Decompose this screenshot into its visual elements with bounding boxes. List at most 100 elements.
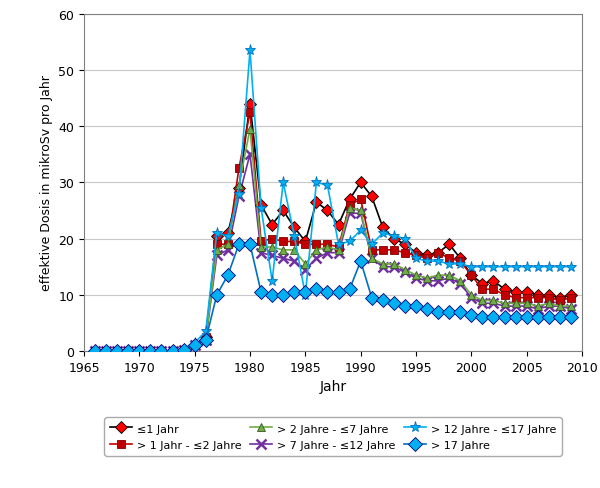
> 1 Jahr - ≤2 Jahre [302, 242, 309, 248]
> 17 Jahre [468, 312, 475, 318]
> 12 Jahre - ≤17 Jahre [191, 340, 198, 346]
> 7 Jahre - ≤12 Jahre [235, 194, 242, 200]
> 1 Jahr - ≤2 Jahre [235, 166, 242, 172]
> 12 Jahre - ≤17 Jahre [390, 233, 397, 239]
> 2 Jahre - ≤7 Jahre [213, 247, 220, 253]
> 7 Jahre - ≤12 Jahre [446, 275, 453, 281]
≤1 Jahr [545, 292, 553, 298]
> 17 Jahre [424, 306, 431, 312]
> 2 Jahre - ≤7 Jahre [202, 337, 209, 343]
> 1 Jahr - ≤2 Jahre [313, 242, 320, 248]
≤1 Jahr [556, 295, 563, 301]
> 7 Jahre - ≤12 Jahre [91, 348, 98, 354]
> 12 Jahre - ≤17 Jahre [523, 264, 530, 270]
≤1 Jahr [424, 253, 431, 259]
≤1 Jahr [434, 250, 442, 256]
> 1 Jahr - ≤2 Jahre [424, 256, 431, 262]
> 7 Jahre - ≤12 Jahre [247, 152, 254, 158]
> 17 Jahre [91, 348, 98, 354]
> 17 Jahre [147, 348, 154, 354]
Line: > 17 Jahre: > 17 Jahre [90, 240, 576, 356]
≤1 Jahr [501, 287, 508, 293]
> 1 Jahr - ≤2 Jahre [125, 348, 132, 354]
> 2 Jahre - ≤7 Jahre [302, 262, 309, 267]
≤1 Jahr [490, 278, 497, 284]
> 1 Jahr - ≤2 Jahre [545, 295, 553, 301]
> 1 Jahr - ≤2 Jahre [501, 292, 508, 298]
> 7 Jahre - ≤12 Jahre [434, 278, 442, 284]
> 1 Jahr - ≤2 Jahre [556, 298, 563, 304]
> 7 Jahre - ≤12 Jahre [401, 270, 409, 276]
> 12 Jahre - ≤17 Jahre [434, 259, 442, 264]
Line: ≤1 Jahr: ≤1 Jahr [91, 100, 575, 356]
> 12 Jahre - ≤17 Jahre [313, 180, 320, 186]
> 2 Jahre - ≤7 Jahre [412, 273, 419, 279]
> 17 Jahre [202, 337, 209, 343]
> 1 Jahr - ≤2 Jahre [213, 242, 220, 248]
> 7 Jahre - ≤12 Jahre [390, 264, 397, 270]
> 17 Jahre [379, 298, 386, 304]
> 17 Jahre [412, 304, 419, 309]
≤1 Jahr [324, 208, 331, 214]
> 12 Jahre - ≤17 Jahre [147, 348, 154, 354]
≤1 Jahr [103, 348, 110, 354]
> 17 Jahre [313, 287, 320, 293]
> 1 Jahr - ≤2 Jahre [324, 242, 331, 248]
> 17 Jahre [545, 315, 553, 321]
> 17 Jahre [490, 315, 497, 321]
> 2 Jahre - ≤7 Jahre [545, 301, 553, 306]
> 1 Jahr - ≤2 Jahre [224, 242, 232, 248]
> 7 Jahre - ≤12 Jahre [379, 264, 386, 270]
> 2 Jahre - ≤7 Jahre [313, 247, 320, 253]
> 17 Jahre [169, 348, 176, 354]
> 2 Jahre - ≤7 Jahre [523, 301, 530, 306]
> 17 Jahre [512, 315, 519, 321]
> 12 Jahre - ≤17 Jahre [379, 231, 386, 237]
> 12 Jahre - ≤17 Jahre [490, 264, 497, 270]
> 2 Jahre - ≤7 Jahre [490, 298, 497, 304]
> 12 Jahre - ≤17 Jahre [235, 191, 242, 197]
≤1 Jahr [280, 208, 287, 214]
> 2 Jahre - ≤7 Jahre [169, 348, 176, 354]
> 2 Jahre - ≤7 Jahre [224, 242, 232, 248]
> 12 Jahre - ≤17 Jahre [247, 48, 254, 54]
> 7 Jahre - ≤12 Jahre [280, 256, 287, 262]
> 7 Jahre - ≤12 Jahre [457, 281, 464, 287]
> 12 Jahre - ≤17 Jahre [545, 264, 553, 270]
≤1 Jahr [125, 348, 132, 354]
> 1 Jahr - ≤2 Jahre [247, 110, 254, 116]
≤1 Jahr [180, 347, 187, 353]
> 7 Jahre - ≤12 Jahre [290, 259, 298, 264]
> 2 Jahre - ≤7 Jahre [147, 348, 154, 354]
> 17 Jahre [501, 315, 508, 321]
> 12 Jahre - ≤17 Jahre [125, 348, 132, 354]
> 2 Jahre - ≤7 Jahre [501, 301, 508, 306]
> 12 Jahre - ≤17 Jahre [468, 264, 475, 270]
> 17 Jahre [125, 348, 132, 354]
> 1 Jahr - ≤2 Jahre [158, 348, 165, 354]
> 2 Jahre - ≤7 Jahre [424, 275, 431, 281]
> 7 Jahre - ≤12 Jahre [523, 304, 530, 309]
≤1 Jahr [269, 222, 276, 228]
≤1 Jahr [446, 242, 453, 248]
> 2 Jahre - ≤7 Jahre [457, 278, 464, 284]
> 7 Jahre - ≤12 Jahre [412, 275, 419, 281]
> 1 Jahr - ≤2 Jahre [136, 348, 143, 354]
> 12 Jahre - ≤17 Jahre [512, 264, 519, 270]
> 7 Jahre - ≤12 Jahre [158, 348, 165, 354]
> 12 Jahre - ≤17 Jahre [357, 228, 364, 234]
≤1 Jahr [468, 273, 475, 279]
> 12 Jahre - ≤17 Jahre [158, 348, 165, 354]
> 17 Jahre [113, 348, 121, 354]
> 12 Jahre - ≤17 Jahre [346, 239, 353, 245]
≤1 Jahr [158, 348, 165, 354]
> 7 Jahre - ≤12 Jahre [490, 301, 497, 306]
> 7 Jahre - ≤12 Jahre [424, 278, 431, 284]
> 12 Jahre - ≤17 Jahre [169, 348, 176, 354]
> 7 Jahre - ≤12 Jahre [202, 337, 209, 343]
≤1 Jahr [512, 289, 519, 295]
> 2 Jahre - ≤7 Jahre [180, 347, 187, 353]
> 12 Jahre - ≤17 Jahre [412, 256, 419, 262]
> 17 Jahre [280, 292, 287, 298]
> 12 Jahre - ≤17 Jahre [324, 183, 331, 189]
